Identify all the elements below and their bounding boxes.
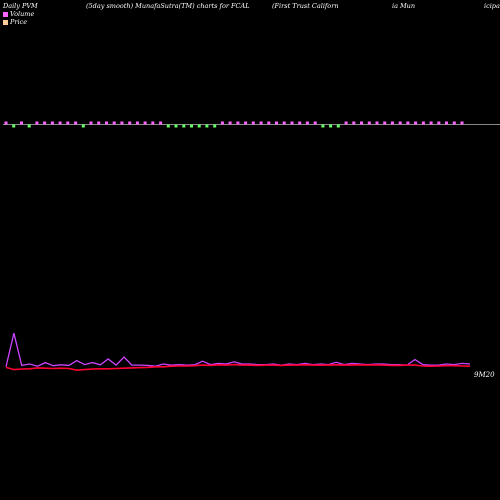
pvm-bar [58, 121, 62, 125]
pvm-bar [89, 121, 93, 125]
header-right-2: ia Mun [392, 2, 416, 10]
pvm-bar [43, 121, 47, 125]
legend-price: Price [3, 18, 27, 26]
legend-price-label: Price [10, 18, 28, 26]
pvm-bar [445, 121, 448, 125]
pvm-bar [236, 121, 240, 125]
pvm-bar [398, 121, 402, 125]
pvm-bar [275, 121, 278, 125]
pvm-bar [166, 124, 170, 128]
pvm-bar [251, 121, 255, 125]
pvm-bar [4, 121, 8, 125]
header-right: (First Trust Californ [272, 2, 339, 10]
pvm-bar [174, 124, 178, 128]
pvm-bar [143, 121, 147, 125]
pvm-bar [50, 121, 54, 125]
pvm-bars [4, 121, 464, 128]
pvm-bar [298, 121, 302, 125]
pvm-bar [429, 121, 433, 125]
pvm-bar [12, 124, 16, 128]
pvm-bar [305, 121, 309, 125]
pvm-bar [360, 121, 363, 125]
pvm-bar [282, 121, 286, 125]
legend-volume-label: Volume [10, 10, 35, 18]
pvm-bar [336, 124, 340, 128]
pvm-bar [375, 121, 379, 125]
pvm-bar [120, 121, 124, 125]
pvm-bar [135, 121, 139, 125]
pvm-bar [81, 124, 85, 128]
pvm-bar [182, 124, 186, 128]
pvm-bar [27, 124, 31, 128]
pvm-bar [244, 121, 248, 125]
header-left: Daily PVM [3, 2, 38, 10]
pvm-bar [128, 121, 132, 125]
pvm-bar [321, 124, 325, 128]
pvm-bar [352, 121, 356, 125]
legend-volume: Volume [3, 10, 34, 18]
moving-average-line [5, 363, 471, 372]
pvm-bar [66, 121, 70, 125]
pvm-bar [228, 121, 232, 125]
header-right-3: icipa [484, 2, 500, 10]
pvm-bar [20, 121, 23, 125]
pvm-bar [290, 121, 294, 125]
pvm-bar [97, 121, 101, 125]
value-annotation: 9M20 [474, 371, 495, 379]
pvm-bar [74, 121, 78, 125]
pvm-lines [5, 333, 471, 372]
pvm-bar [367, 121, 371, 125]
pvm-bar [112, 121, 116, 125]
pvm-bar [313, 121, 317, 125]
pvm-bar [390, 121, 394, 125]
pvm-bar [421, 121, 425, 125]
pvm-bar [197, 124, 201, 128]
pvm-bar [151, 121, 155, 125]
price-swatch [3, 19, 8, 25]
pvm-line [5, 333, 471, 367]
pvm-bar [105, 121, 108, 125]
pvm-bar [159, 121, 163, 125]
pvm-bar [460, 121, 464, 125]
pvm-bar [406, 121, 410, 125]
pvm-bar [190, 124, 193, 128]
pvm-bar [452, 121, 456, 125]
pvm-bar [414, 121, 418, 125]
header-middle: (5day smooth) MunafaSutra(TM) charts for… [86, 2, 250, 10]
pvm-bar [35, 121, 39, 125]
pvm-bar [329, 124, 333, 128]
pvm-bar [383, 121, 387, 125]
pvm-bar [259, 121, 263, 125]
pvm-bar [213, 124, 217, 128]
volume-swatch [3, 11, 8, 17]
pvm-bar [344, 121, 348, 125]
pvm-bar [267, 121, 271, 125]
pvm-bar [437, 121, 441, 125]
pvm-bar [220, 121, 224, 125]
pvm-bar [205, 124, 209, 128]
